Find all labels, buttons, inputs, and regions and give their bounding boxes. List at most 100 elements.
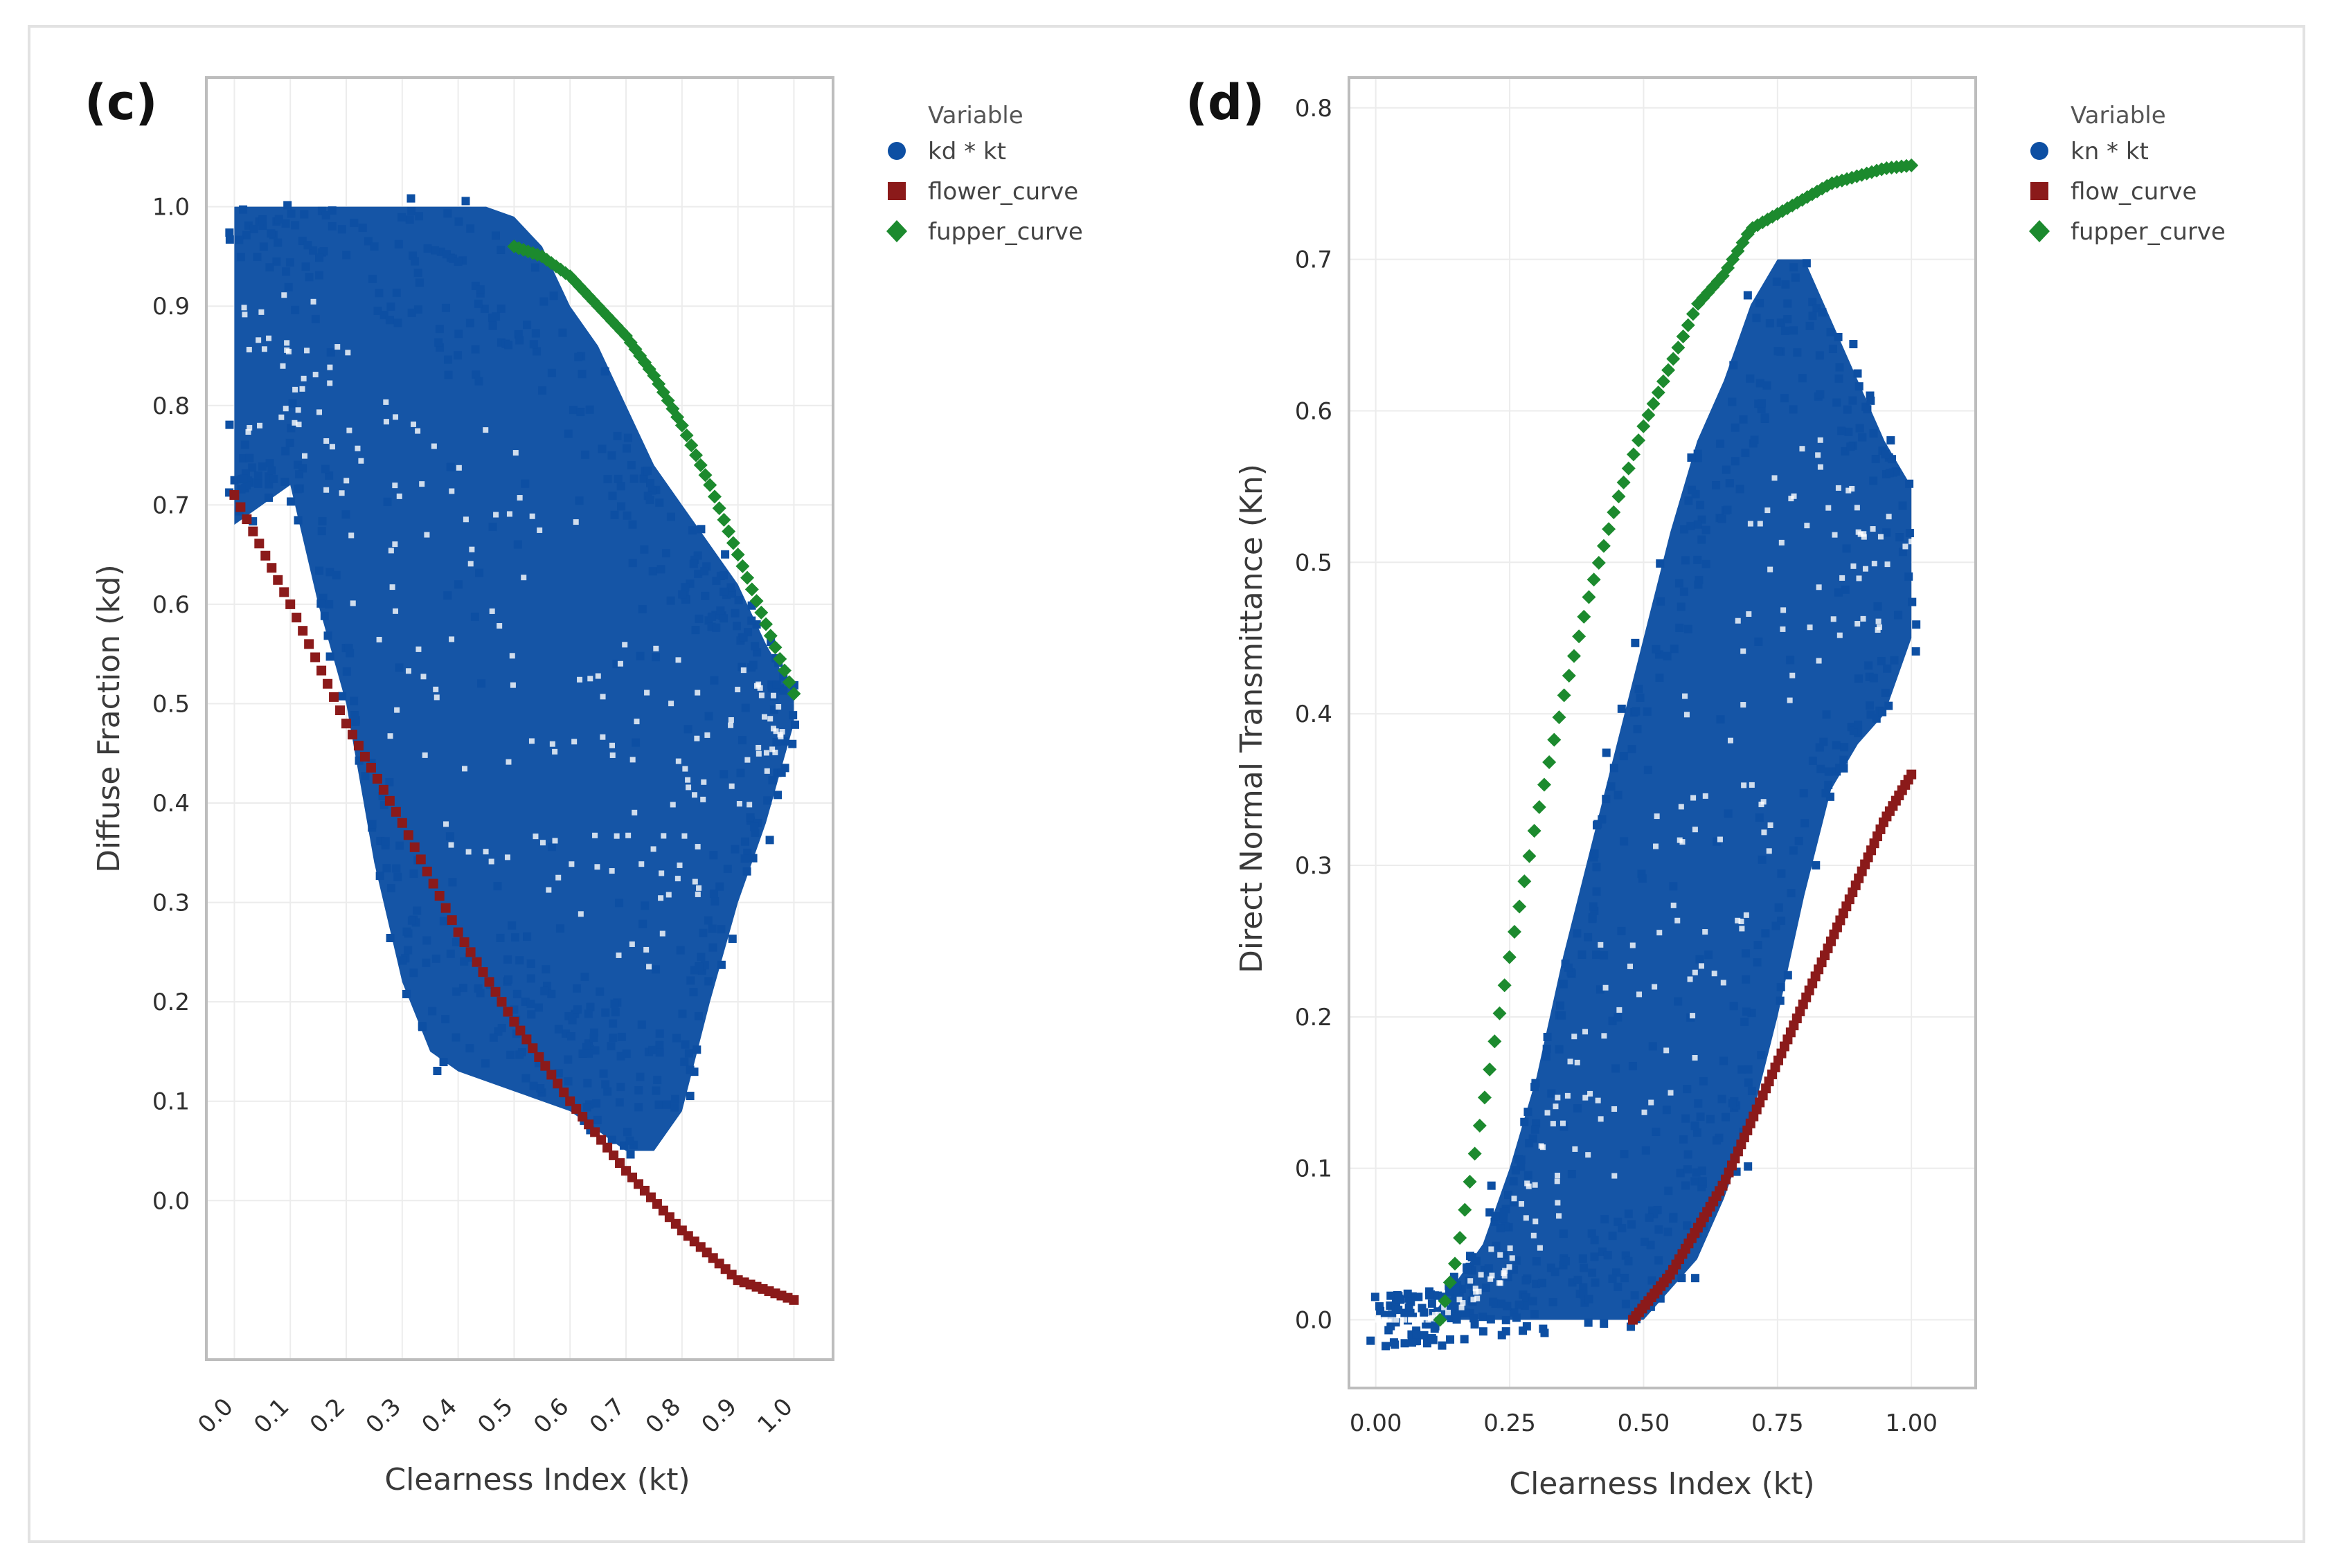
- panel-d-observed-point: [1620, 1150, 1629, 1159]
- panel-c-observed-point: [358, 224, 367, 233]
- panel-c-observed-point: [611, 1008, 620, 1017]
- panel-c-observed-point: [443, 209, 452, 218]
- panel-c-observed-gap: [310, 298, 316, 305]
- panel-c-lower-curve-point: [789, 1295, 799, 1305]
- panel-d-observed-gap: [1472, 1286, 1478, 1292]
- panel-c-observed-point: [242, 231, 251, 240]
- panel-d-observed-gap: [1501, 1272, 1508, 1279]
- panel-d-upper-curve-point: [1463, 1175, 1477, 1189]
- panel-c-observed-gap: [546, 887, 552, 893]
- panel-c-observed-point: [719, 587, 728, 596]
- panel-d-observed-gap: [1767, 566, 1773, 573]
- panel-c-observed-gap: [394, 707, 400, 713]
- panel-c-observed-gap: [509, 653, 515, 659]
- panel-c-observed-point: [704, 977, 713, 986]
- panel-c-observed-point: [719, 570, 728, 579]
- panel-d-upper-curve-point: [1483, 1062, 1497, 1076]
- panel-d-observed-point: [1908, 597, 1917, 606]
- panel-c-observed-point: [265, 493, 274, 502]
- panel-c-observed-point: [342, 667, 351, 676]
- panel-d-observed-gap: [1857, 531, 1863, 537]
- panel-d-observed-point: [1837, 426, 1846, 435]
- panel-c-lower-curve-point: [428, 878, 438, 889]
- panel-d-upper-curve-point: [1442, 1275, 1457, 1290]
- panel-d-upper-curve-point: [1487, 1034, 1502, 1049]
- panel-d-observed-point: [1501, 1315, 1510, 1324]
- panel-c-observed-point: [253, 253, 262, 262]
- panel-d-observed-point: [1461, 1308, 1470, 1317]
- panel-c-observed-point: [508, 921, 517, 930]
- panel-d-observed-point: [1701, 525, 1710, 534]
- panel-d-legend-marker-observed: [2030, 142, 2048, 160]
- panel-c-observed-point: [472, 370, 481, 379]
- panel-c-observed-point: [413, 305, 422, 314]
- panel-d-observed-point: [1640, 1237, 1649, 1246]
- panel-d-observed-point: [1486, 1315, 1495, 1324]
- panel-c-observed-point: [452, 937, 461, 946]
- panel-c-observed-gap: [625, 832, 632, 838]
- panel-c-observed-point: [488, 523, 497, 532]
- panel-c-observed-gap: [415, 646, 422, 652]
- panel-c-observed-point: [303, 241, 312, 250]
- panel-d-observed-point: [1680, 525, 1689, 534]
- panel-c-observed-point: [617, 502, 626, 511]
- panel-c-observed-gap: [510, 682, 516, 688]
- panel-d-observed-gap: [1740, 702, 1746, 708]
- panel-d-observed-point: [1478, 1327, 1487, 1336]
- panel-d-observed-point: [1614, 1013, 1623, 1022]
- panel-c-lower-curve-point: [341, 719, 352, 729]
- panel-d-y-tick-label: 0.5: [1295, 549, 1332, 577]
- panel-d-observed-gap: [1876, 624, 1882, 630]
- panel-c-observed-point: [239, 453, 248, 462]
- panel-c-upper-curve-point: [722, 524, 736, 539]
- panel-c-observed-gap: [756, 744, 762, 750]
- panel-c-observed-point: [692, 1045, 701, 1054]
- panel-d-observed-gap: [1683, 712, 1690, 718]
- panel-c-observed-gap: [661, 833, 667, 839]
- panel-c-lower-curve-point: [235, 502, 246, 512]
- panel-c-observed-point: [638, 919, 647, 928]
- panel-c-observed-gap: [659, 930, 665, 937]
- panel-c-x-tick-label: 0.1: [249, 1393, 295, 1439]
- panel-c-observed-gap: [653, 645, 659, 651]
- panel-d-observed-point: [1895, 533, 1904, 542]
- panel-d-observed-gap: [1836, 632, 1843, 638]
- panel-d-upper-curve-point: [1477, 1090, 1492, 1105]
- panel-c-observed-gap: [701, 779, 707, 785]
- panel-d-observed-point: [1755, 813, 1764, 822]
- panel-d-observed-point: [1884, 701, 1893, 710]
- panel-c-observed-point: [768, 776, 777, 785]
- panel-d-observed-point: [1654, 1225, 1663, 1234]
- panel-d-observed-point: [1503, 1301, 1512, 1310]
- panel-c-observed-gap: [764, 768, 770, 774]
- panel-c-observed-gap: [552, 838, 558, 844]
- panel-c-observed-gap: [728, 722, 734, 728]
- panel-d-observed-point: [1499, 1207, 1508, 1216]
- panel-d-observed-gap: [1886, 514, 1892, 520]
- panel-c-lower-curve-point: [528, 1043, 538, 1054]
- panel-d-observed-point: [1691, 1274, 1700, 1283]
- panel-d-observed-point: [1877, 657, 1886, 666]
- panel-d-observed-point: [1742, 949, 1751, 958]
- panel-c-y-tick-label: 0.7: [152, 492, 190, 519]
- panel-c-observed-gap: [246, 347, 252, 353]
- panel-c-observed-point: [780, 764, 789, 773]
- panel-d-observed-gap: [1884, 561, 1890, 568]
- panel-d-observed-gap: [1532, 1218, 1539, 1225]
- panel-d-observed-point: [1746, 374, 1755, 383]
- panel-c-observed-point: [300, 210, 309, 219]
- panel-d-observed-point: [1484, 1264, 1493, 1273]
- panel-d-observed-point: [1632, 707, 1641, 716]
- panel-c-observed-point: [564, 1055, 573, 1064]
- panel-c-observed-point: [749, 854, 758, 863]
- panel-d-observed-point: [1634, 685, 1643, 694]
- panel-c-observed-point: [690, 1067, 699, 1076]
- panel-d-observed-point: [1789, 846, 1798, 855]
- panel-c-observed-point: [350, 711, 359, 720]
- panel-d-observed-gap: [1749, 782, 1755, 788]
- panel-c-observed-point: [497, 304, 506, 313]
- panel-d-observed-point: [1883, 664, 1892, 673]
- panel-c-y-tick-label: 0.8: [152, 393, 190, 420]
- panel-c-observed-point: [523, 932, 532, 941]
- panel-c-observed-gap: [629, 757, 636, 763]
